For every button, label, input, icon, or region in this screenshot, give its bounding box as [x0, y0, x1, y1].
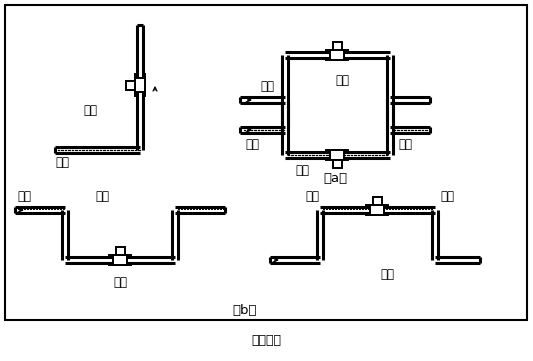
Text: （a）: （a） [323, 171, 347, 184]
Text: 气泡: 气泡 [95, 190, 109, 203]
Bar [370, 205, 384, 215]
Bar [126, 81, 135, 90]
Bar [333, 42, 342, 50]
Bar [116, 247, 125, 255]
Text: （b）: （b） [233, 304, 257, 317]
Text: 正确: 正确 [83, 104, 97, 117]
Text: 气泡: 气泡 [305, 190, 319, 203]
Text: 图（四）: 图（四） [251, 334, 281, 347]
Text: 液体: 液体 [245, 138, 259, 151]
Bar [5, 5, 527, 320]
Text: 气泡: 气泡 [17, 190, 31, 203]
Text: 液体: 液体 [398, 138, 412, 151]
Text: 错误: 错误 [380, 269, 394, 282]
Bar [113, 255, 127, 265]
Bar [333, 160, 342, 168]
Bar [373, 197, 382, 205]
Bar [330, 50, 344, 60]
Text: 液体: 液体 [295, 164, 309, 177]
Text: 正确: 正确 [113, 275, 127, 288]
Bar [135, 78, 145, 92]
Text: 错误: 错误 [260, 81, 274, 93]
Text: 正确: 正确 [335, 74, 349, 87]
Bar [330, 150, 344, 160]
Text: 液体: 液体 [55, 156, 69, 169]
Text: 气泡: 气泡 [440, 190, 454, 203]
